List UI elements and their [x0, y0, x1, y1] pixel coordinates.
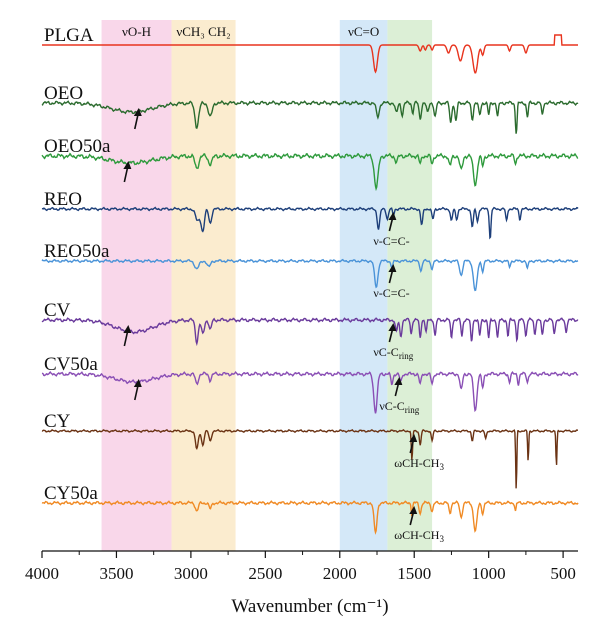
x-tick-label-3000: 3000: [174, 564, 208, 583]
x-tick-label-1500: 1500: [397, 564, 431, 583]
annotation-label-0: ν-C=C-: [373, 234, 409, 248]
series-line-cy50a: [41, 500, 579, 535]
series-label-cv50a: CV50a: [44, 354, 98, 375]
series-label-cy: CY: [44, 411, 71, 432]
annotation-arrowhead-5: [409, 506, 418, 514]
band-1: [171, 20, 236, 551]
series-label-plga: PLGA: [44, 25, 94, 46]
x-tick-label-500: 500: [550, 564, 576, 583]
band-label-0: νO-H: [122, 24, 151, 39]
x-tick-label-1000: 1000: [472, 564, 506, 583]
x-axis: 4000 3500 3000 2500 2000 1500 1000 500: [25, 550, 578, 583]
annotation-arrowhead-1: [388, 264, 397, 272]
x-tick-label-4000: 4000: [25, 564, 59, 583]
annotation-arrowhead-0: [388, 212, 397, 220]
band-layer: νO-H νCH₃ CH₂ νC=O: [101, 20, 433, 551]
series-line-plga: [42, 34, 578, 74]
annotation-layer: ν-C=C-ν-C=C-νC-CringνC-CringωCH-CH3ωCH-C…: [123, 108, 444, 544]
oh-arrowhead-2: [123, 325, 132, 333]
x-axis-label: Wavenumber (cm⁻¹): [231, 596, 388, 617]
x-tick-label-2000: 2000: [323, 564, 357, 583]
series-label-cy50a: CY50a: [44, 483, 98, 504]
series-line-reo: [41, 206, 579, 240]
annotation-arrowhead-2: [388, 323, 397, 331]
series-layer: PLGA OEO OEO50a REO REO50a CV CV50a CY CY50a: [41, 25, 579, 535]
series-line-oeo50a: [41, 152, 579, 192]
annotation-arrowhead-3: [394, 377, 403, 385]
oh-arrowhead-0: [133, 108, 142, 116]
x-tick-label-3500: 3500: [99, 564, 133, 583]
series-line-cv: [41, 317, 579, 347]
series-label-cv: CV: [44, 300, 71, 321]
series-label-reo: REO: [44, 189, 82, 210]
annotation-label-5: ωCH-CH3: [394, 528, 444, 544]
oh-arrowhead-3: [133, 379, 142, 387]
series-label-reo50a: REO50a: [44, 241, 110, 262]
series-label-oeo50a: OEO50a: [44, 136, 111, 157]
annotation-label-4: ωCH-CH3: [394, 456, 444, 472]
series-line-oeo: [41, 99, 579, 134]
oh-arrowhead-1: [123, 161, 132, 169]
series-line-cv50a: [41, 370, 579, 414]
annotation-label-1: ν-C=C-: [373, 286, 409, 300]
x-tick-label-2500: 2500: [248, 564, 282, 583]
series-line-cy: [41, 429, 578, 489]
series-label-oeo: OEO: [44, 83, 83, 104]
band-0: [101, 20, 172, 551]
annotation-arrowhead-4: [409, 434, 418, 442]
band-label-2: νC=O: [348, 24, 379, 39]
band-label-1: νCH₃ CH₂: [176, 24, 230, 39]
series-line-reo50a: [41, 258, 579, 292]
